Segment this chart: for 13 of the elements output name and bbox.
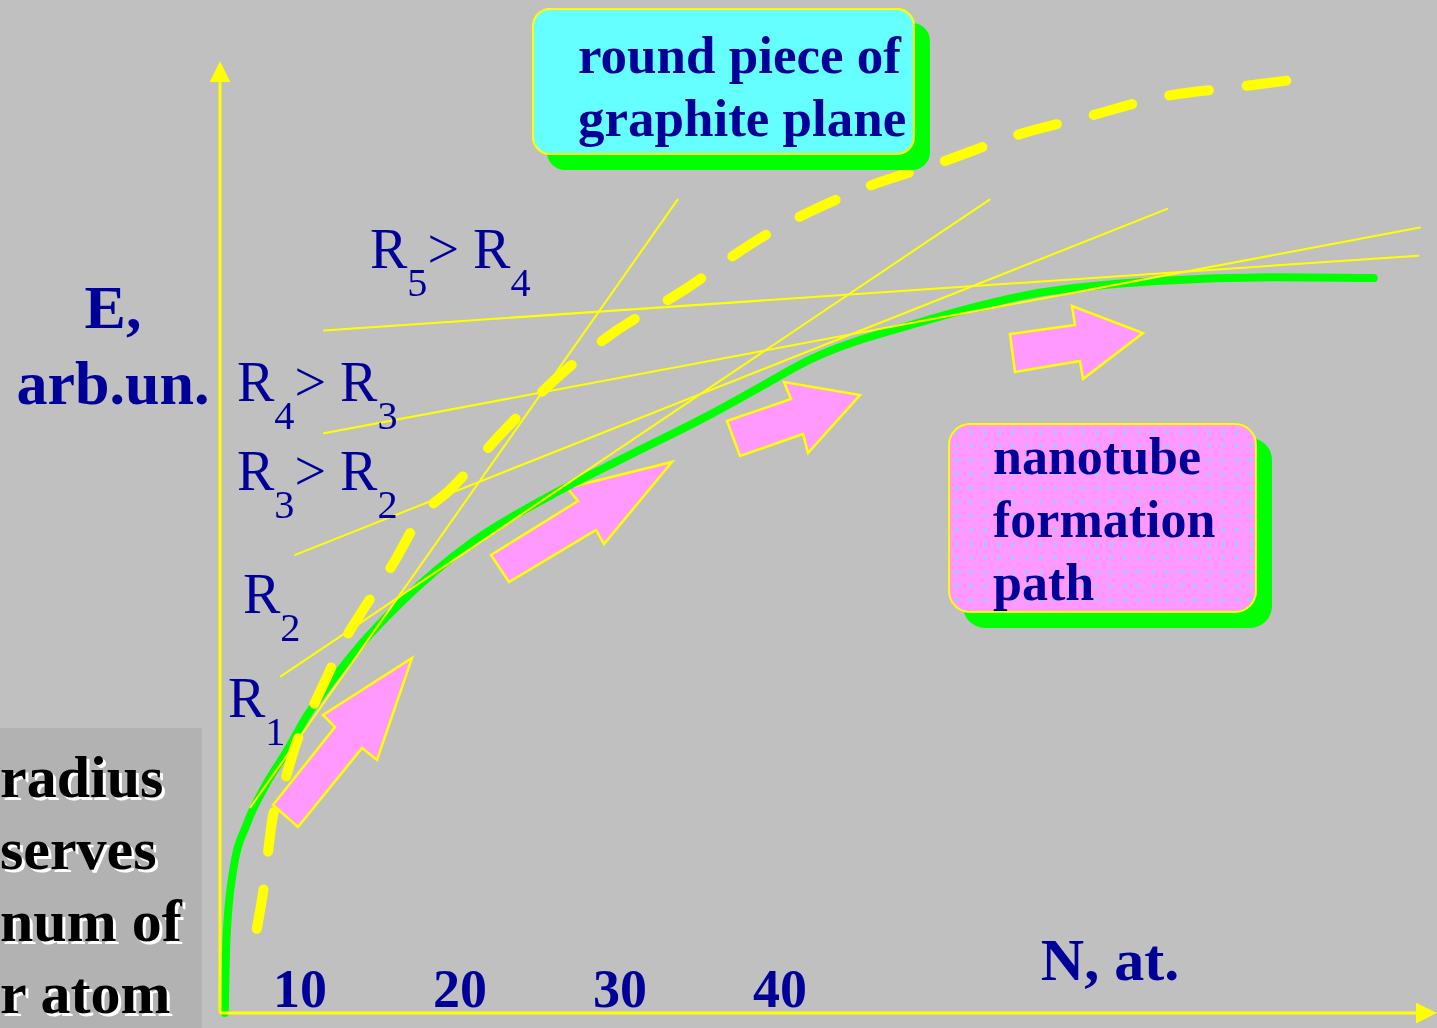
y-axis-title: E, arb.un. [15,272,211,419]
text: radius serves num of r atom [0,743,184,1028]
x-tick-label: 20 [433,959,487,1019]
x-tick-label: 30 [593,959,647,1019]
x-tick-label: 10 [273,959,327,1019]
annotation: round piece of graphite plane [578,25,908,149]
annotation: R$_{2}$ [243,563,301,650]
annotation: R$_{3}$> R$_{2}$ [237,440,398,527]
annotation: R$_{5}$> R$_{4}$ [370,218,531,305]
x-tick-label: 40 [753,959,807,1019]
x-axis-title: N, at. [1040,927,1180,993]
annotation: nanotube formation path [993,427,1217,613]
annotation: R$_{1}$ [228,667,286,754]
